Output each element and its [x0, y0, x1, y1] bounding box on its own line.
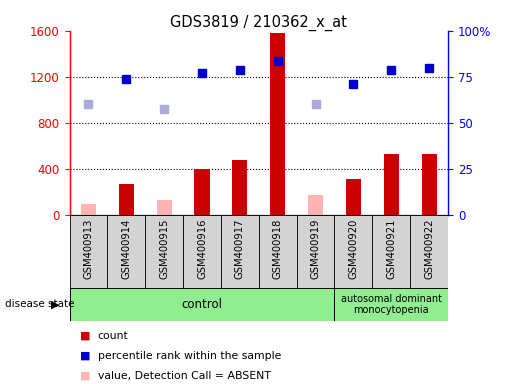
Bar — [335, 215, 372, 288]
Bar — [119, 184, 134, 215]
Text: GSM400914: GSM400914 — [122, 219, 131, 279]
Bar — [195, 169, 210, 215]
Bar — [157, 200, 171, 215]
Bar — [221, 215, 259, 288]
Text: GSM400921: GSM400921 — [386, 219, 396, 279]
Bar — [107, 215, 145, 288]
Text: percentile rank within the sample: percentile rank within the sample — [98, 351, 281, 361]
Text: ▶: ▶ — [52, 299, 60, 310]
Bar — [70, 215, 107, 288]
Text: ■: ■ — [80, 331, 90, 341]
Title: GDS3819 / 210362_x_at: GDS3819 / 210362_x_at — [170, 15, 347, 31]
Bar — [335, 288, 448, 321]
Text: GSM400919: GSM400919 — [311, 219, 320, 279]
Text: count: count — [98, 331, 129, 341]
Text: GSM400917: GSM400917 — [235, 219, 245, 279]
Bar — [232, 160, 247, 215]
Text: ■: ■ — [80, 371, 90, 381]
Text: GSM400915: GSM400915 — [159, 219, 169, 279]
Bar — [70, 288, 334, 321]
Bar — [145, 215, 183, 288]
Text: GSM400916: GSM400916 — [197, 219, 207, 279]
Bar — [259, 215, 297, 288]
Bar — [372, 215, 410, 288]
Text: autosomal dominant
monocytopenia: autosomal dominant monocytopenia — [341, 293, 442, 315]
Bar — [384, 154, 399, 215]
Text: control: control — [181, 298, 222, 311]
Text: ■: ■ — [80, 351, 90, 361]
Bar — [297, 215, 335, 288]
Text: value, Detection Call = ABSENT: value, Detection Call = ABSENT — [98, 371, 271, 381]
Text: GSM400920: GSM400920 — [349, 219, 358, 279]
Bar — [308, 195, 323, 215]
Bar — [270, 33, 285, 215]
Bar — [346, 179, 361, 215]
Bar — [410, 215, 448, 288]
Bar — [183, 215, 221, 288]
Text: GSM400922: GSM400922 — [424, 219, 434, 279]
Text: GSM400918: GSM400918 — [273, 219, 283, 279]
Bar — [81, 204, 96, 215]
Text: GSM400913: GSM400913 — [83, 219, 93, 279]
Text: disease state: disease state — [5, 299, 75, 310]
Bar — [422, 154, 437, 215]
